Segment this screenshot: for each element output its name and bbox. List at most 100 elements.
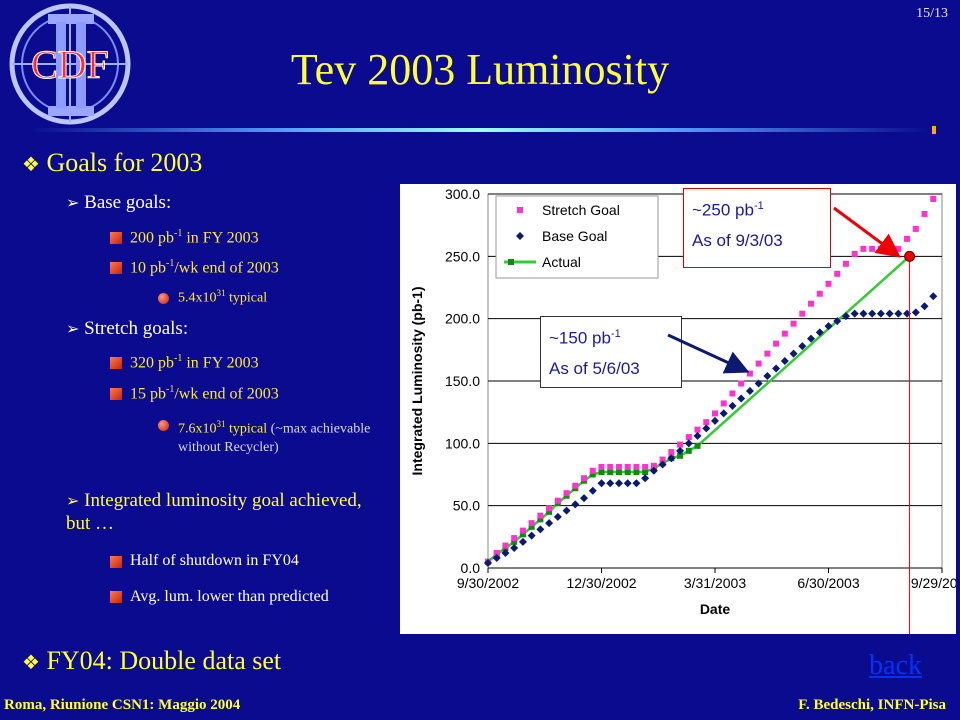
- stretch-point: [729, 390, 736, 397]
- title-divider: [30, 126, 936, 134]
- base-point: [484, 559, 492, 568]
- x-tick-label: 12/30/2002: [566, 575, 636, 591]
- bullet-base-1: 200 pb-1 in FY 2003: [130, 228, 259, 247]
- base-point: [780, 357, 789, 366]
- base-point: [929, 292, 938, 301]
- actual-point: [589, 471, 596, 478]
- base-point: [606, 479, 615, 488]
- cdf-logo: CDF: [9, 3, 131, 125]
- base-point: [841, 312, 850, 321]
- square-bullet-icon: [110, 232, 122, 244]
- base-point: [885, 309, 894, 318]
- base-point: [772, 364, 781, 373]
- stretch-point: [895, 245, 902, 252]
- base-point: [676, 446, 685, 455]
- y-tick-label: 250.0: [445, 248, 480, 264]
- logo-text: CDF: [31, 42, 109, 87]
- actual-point: [624, 469, 631, 476]
- stretch-point: [519, 527, 526, 534]
- actual-point: [642, 469, 649, 476]
- bullet-base-2a: 5.4x1031 typical: [178, 288, 268, 306]
- base-point: [719, 409, 728, 418]
- stretch-point: [668, 449, 675, 456]
- stretch-point: [633, 464, 640, 471]
- stretch-point: [703, 419, 710, 426]
- base-point: [737, 394, 746, 403]
- y-tick-label: 200.0: [445, 311, 480, 327]
- bullet-text: Base goals:: [84, 192, 172, 213]
- bullet-base-goals: ➢ Base goals:: [66, 192, 171, 214]
- actual-point: [633, 469, 640, 476]
- actual-end-point: [904, 250, 916, 262]
- stretch-point: [677, 441, 684, 448]
- base-point: [702, 424, 711, 433]
- base-point: [501, 549, 510, 558]
- x-tick-label: 9/30/2002: [457, 575, 519, 591]
- bullet-fy04: ❖ FY04: Double data set: [22, 646, 281, 676]
- base-point: [562, 506, 571, 515]
- y-axis-label: Integrated Luminosity (pb-1): [409, 287, 425, 476]
- stretch-point: [886, 245, 893, 252]
- y-tick-label: 100.0: [445, 435, 480, 451]
- stretch-point: [764, 350, 771, 357]
- bullet-achieved: ➢ Integrated luminosity goal achieved, b…: [66, 490, 386, 535]
- actual-point: [546, 508, 553, 515]
- square-bullet-icon: [110, 591, 122, 603]
- stretch-point: [860, 245, 867, 252]
- actual-point: [598, 469, 605, 476]
- actual-point: [685, 447, 692, 454]
- stretch-point: [598, 464, 605, 471]
- bullet-text: Integrated luminosity goal achieved, but…: [66, 490, 362, 534]
- base-point: [649, 466, 658, 475]
- base-point: [684, 439, 693, 448]
- legend-swatch: [517, 207, 523, 213]
- stretch-point: [738, 380, 745, 387]
- stretch-point: [877, 245, 884, 252]
- stretch-point: [528, 520, 535, 527]
- stretch-point: [755, 360, 762, 367]
- stretch-point: [685, 434, 692, 441]
- square-bullet-icon: [110, 262, 122, 274]
- base-point: [536, 525, 545, 534]
- base-point: [763, 372, 772, 381]
- actual-point: [615, 469, 622, 476]
- stretch-point: [825, 280, 832, 287]
- stretch-point: [624, 464, 631, 471]
- base-point: [894, 309, 903, 318]
- base-point: [632, 479, 641, 488]
- stretch-point: [834, 270, 841, 277]
- base-point: [868, 309, 877, 318]
- actual-point: [677, 452, 684, 459]
- stretch-point: [554, 497, 561, 504]
- callout-150: ~150 pb-1 As of 5/6/03: [540, 316, 682, 388]
- callout-150-line1: ~150 pb-1: [549, 328, 621, 348]
- bullet-stretch-2: 15 pb-1/wk end of 2003: [130, 384, 279, 403]
- stretch-point: [493, 550, 500, 557]
- bullet-text: Stretch goals:: [84, 318, 189, 339]
- base-point: [580, 494, 589, 503]
- callout-250-line2: As of 9/3/03: [692, 230, 783, 250]
- x-tick-label: 6/30/2003: [797, 575, 859, 591]
- stretch-point: [799, 310, 806, 317]
- y-tick-label: 50.0: [453, 498, 480, 514]
- base-point: [789, 349, 798, 358]
- base-point: [667, 454, 676, 463]
- base-point: [824, 322, 833, 331]
- bullet-goals-2003: ❖ Goals for 2003: [22, 148, 202, 178]
- round-bullet-icon: [158, 293, 169, 304]
- stretch-point: [563, 490, 570, 497]
- chart-svg: 0.0 50.0 100.0 150.0 200.0 250.0 300.0 9/30/200…: [409, 186, 960, 634]
- legend-swatch: [508, 259, 514, 265]
- base-point: [693, 431, 702, 440]
- stretch-point: [589, 467, 596, 474]
- back-link[interactable]: back: [869, 650, 922, 681]
- stretch-point: [712, 410, 718, 417]
- bullet-text: FY04: Double data set: [46, 646, 282, 675]
- base-point: [911, 308, 920, 317]
- base-point: [876, 309, 885, 318]
- square-bullet-icon: [110, 556, 122, 568]
- x-tick-label: 9/29/2003: [911, 575, 956, 591]
- base-point: [614, 479, 623, 488]
- actual-point: [537, 516, 544, 523]
- base-point: [850, 309, 859, 318]
